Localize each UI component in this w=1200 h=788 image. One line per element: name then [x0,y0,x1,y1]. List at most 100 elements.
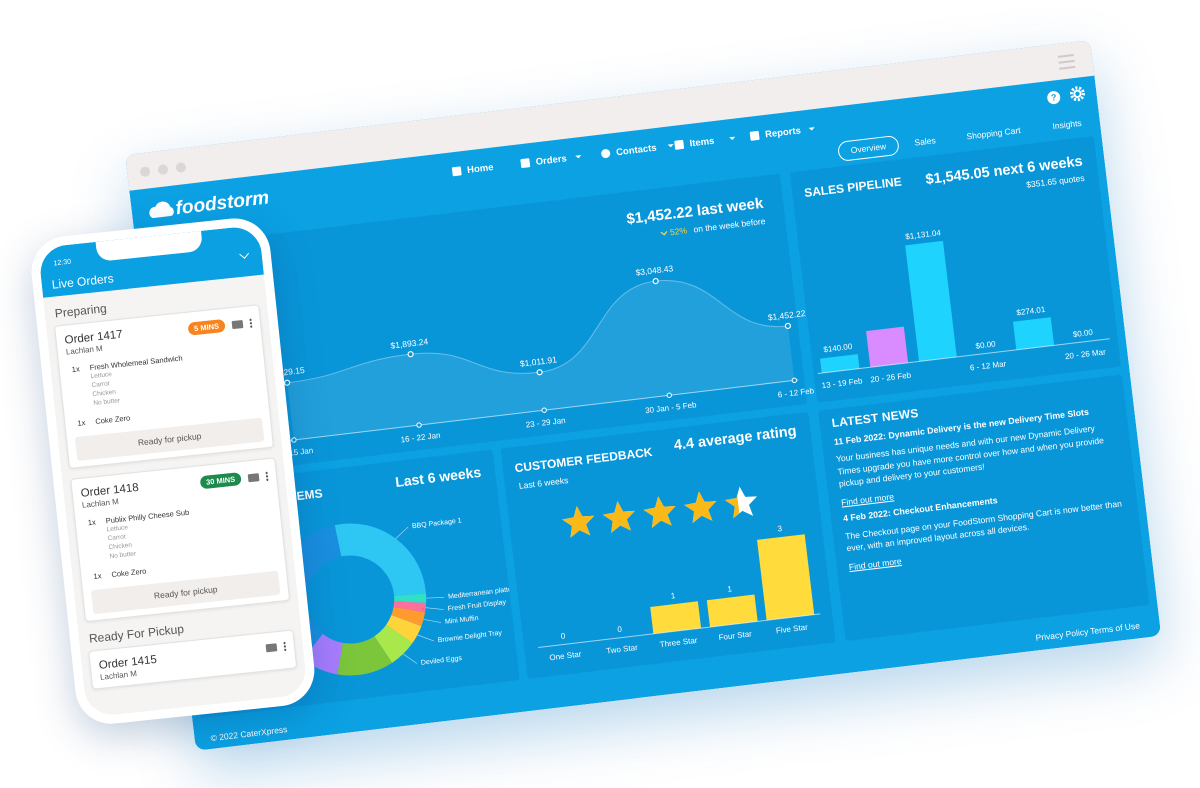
nav-item[interactable]: Items [674,133,736,151]
menu-icon[interactable] [1057,53,1076,70]
value-label: $140.00 [823,342,853,354]
nav-label: Home [467,162,495,176]
svg-text:?: ? [1050,92,1057,103]
quantity: 1x [71,364,81,375]
phone-body: Preparing Order 1417 5 MINS Lachlan M 1x Fres… [43,275,307,705]
value-label: 0 [617,625,623,635]
pipeline-bar [1012,317,1055,350]
nav-item[interactable]: Home [451,162,495,178]
value-label: $1,452.22 [767,308,806,322]
slice-label: Mini Muffin [445,615,479,626]
donut-slice [394,593,427,603]
x-tick-label: Four Star [718,629,753,642]
pipeline-bar [820,354,860,374]
news-panel [818,374,1150,641]
help-icon[interactable]: ? [1047,90,1061,105]
leader-line [426,597,445,599]
nav-icon [451,166,462,177]
axis-tick [541,407,547,413]
axis-tick [791,377,798,384]
dashboard: foodstorm ? $1,452.22 last week 52% on t… [125,39,1162,751]
nav-label: Orders [535,153,567,168]
sales-line [287,279,788,384]
nav-label: Items [689,136,715,150]
leader-line [403,653,418,664]
weekly-sales-panel [144,173,807,480]
x-tick-label: 6 - 12 Feb [777,386,815,399]
phone-title: Live Orders [51,271,115,292]
tab-label: Overview [850,141,887,155]
leader-line [425,607,444,610]
axis-tick [291,437,297,443]
order-card: Order 1418 30 MINS Lachlan M 1x Publix Phill… [70,457,291,623]
data-point [784,322,792,330]
nav-icon [601,149,611,159]
value-label: $1,893.24 [390,336,429,350]
feedback-bar [706,594,758,628]
feedback-bar [650,601,702,634]
tab[interactable]: Insights [1052,118,1082,131]
donut-slice [391,606,426,627]
order-actions [265,641,287,653]
x-tick-label: Three Star [659,636,698,649]
window-dot [140,166,151,177]
data-point [284,379,291,386]
nav-item[interactable]: Reports [749,124,816,143]
star [643,496,676,528]
item-name: Coke Zero [110,566,147,580]
collapse-chevron[interactable] [239,249,250,259]
window-dot [157,164,168,175]
window-dot [175,162,186,173]
value-label: $0.00 [975,339,996,350]
down-chevron [660,230,668,236]
nav-icon [749,130,760,141]
star [602,501,635,533]
value-label: 1 [727,584,733,594]
area-fill [287,280,795,441]
donut-slice [334,523,426,596]
star [562,505,595,538]
more-icon[interactable] [265,470,269,481]
change-value: 52% [669,225,688,237]
data-point [407,351,414,358]
axis-tick [666,392,672,398]
nav-item[interactable]: Orders [520,152,582,170]
tab[interactable]: Sales [914,135,936,147]
axis-tick [416,422,422,428]
slice-label: Deviled Eggs [421,655,463,667]
data-point [536,369,543,376]
nav-item[interactable]: Contacts [601,141,675,161]
rating-stars [562,486,758,538]
value-label: 3 [777,524,783,534]
more-icon[interactable] [283,641,287,652]
nav-icon [520,158,531,169]
phone-screen: 12:30 Live Orders Preparing Order 1417 5 M… [37,224,309,718]
nav-label: Contacts [616,143,658,159]
feedback-bar [757,534,815,621]
more-icon[interactable] [249,317,253,328]
tab-label: Insights [1052,118,1082,131]
quantity: 1x [93,571,102,581]
leader-line [417,634,434,642]
quantity: 1x [76,418,86,428]
value-label: $1,131.04 [905,228,942,241]
pipeline-bar [866,326,909,368]
star [684,491,717,524]
printer-icon[interactable] [265,643,278,653]
donut-slice [374,624,413,663]
x-axis [538,613,821,649]
tab[interactable]: Overview [838,135,900,161]
x-tick-label: Five Star [775,623,808,636]
order-card: Order 1417 5 MINS Lachlan M 1x Fresh Wholeme… [54,304,275,469]
leader-line [395,526,409,539]
phone: 12:30 Live Orders Preparing Order 1417 5 M… [28,214,318,728]
printer-icon[interactable] [231,319,244,329]
news-list: LATEST NEWS 11 Feb 2022: Dynamic Delivery… [831,384,1133,574]
pipeline-bar [905,240,957,362]
x-axis [817,338,1110,375]
printer-icon[interactable] [247,472,260,482]
donut-slice [386,614,422,644]
item-name: Coke Zero [94,413,131,426]
